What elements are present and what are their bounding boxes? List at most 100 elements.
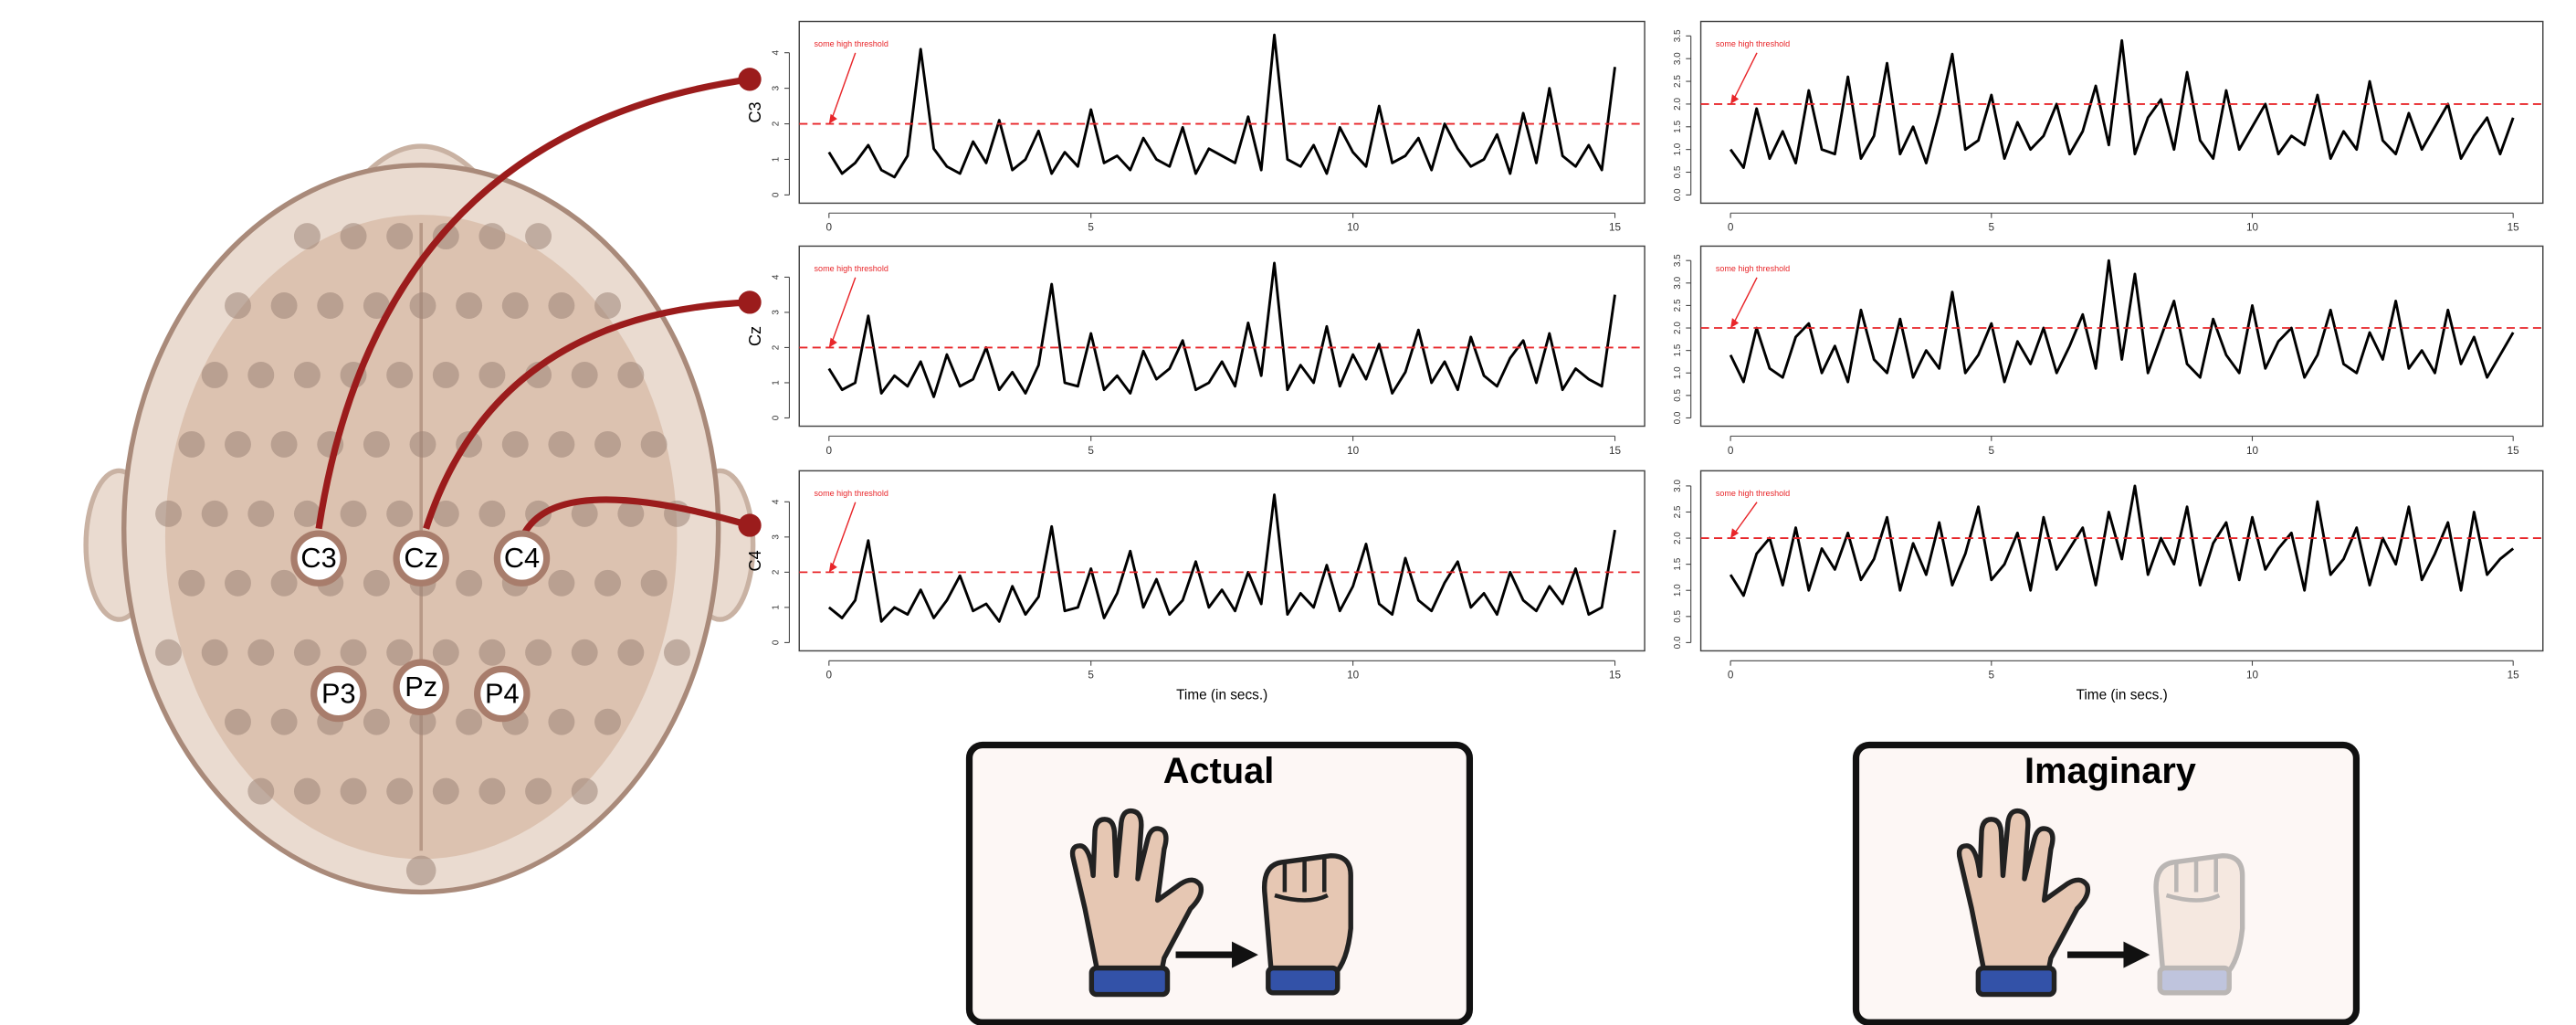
fist	[1265, 856, 1351, 993]
y-tick-label: 2.0	[1673, 98, 1683, 111]
y-tick-label: 0.5	[1673, 609, 1683, 622]
x-tick-label: 15	[2508, 222, 2520, 234]
y-tick-label: 2.0	[1673, 532, 1683, 544]
plot-frame	[799, 470, 1645, 650]
x-tick-label: 5	[1088, 670, 1094, 682]
electrode-dot	[594, 709, 621, 735]
x-tick-label: 5	[1989, 445, 1995, 457]
panel-title: Actual	[1163, 751, 1275, 791]
y-tick-label: 0.0	[1673, 188, 1683, 201]
electrode-dot	[202, 501, 228, 527]
electrode-dot	[178, 431, 205, 458]
y-tick-label: 3.5	[1673, 29, 1683, 42]
electrode-dot	[456, 709, 482, 735]
cuff	[1268, 968, 1338, 993]
annotation-arrow	[831, 502, 856, 571]
threshold-annotation: some high threshold	[1716, 264, 1790, 273]
x-tick-label: 10	[2246, 222, 2259, 234]
y-tick-label: 1.0	[1673, 584, 1683, 597]
y-tick-label: 0	[772, 415, 782, 420]
electrode-dot	[572, 639, 598, 666]
x-tick-label: 0	[1728, 222, 1734, 234]
y-tick-label: 2.5	[1673, 75, 1683, 88]
electrode-label: C4	[504, 542, 540, 574]
y-tick-label: 0	[772, 192, 782, 197]
y-tick-label: 2.5	[1673, 299, 1683, 312]
link-dot	[738, 513, 761, 536]
plot-frame	[799, 22, 1645, 204]
electrode-dot	[341, 639, 367, 666]
y-axis-label: Cz	[746, 326, 764, 346]
y-tick-label: 2.5	[1673, 505, 1683, 518]
threshold-annotation: some high threshold	[1716, 489, 1790, 498]
figure: C3CzC4P3PzP4 05101501234C3some high thre…	[0, 0, 2576, 1025]
electrode-dot	[478, 778, 505, 805]
x-tick-label: 10	[1347, 445, 1360, 457]
signal-line	[1730, 260, 2513, 382]
y-tick-label: 1.0	[1673, 143, 1683, 155]
electrode-dot	[225, 431, 251, 458]
electrode-dot	[155, 501, 182, 527]
electrode-dot	[456, 292, 482, 319]
electrode-dot	[525, 778, 552, 805]
electrode-dot	[478, 223, 505, 249]
electrode-dot	[271, 292, 298, 319]
y-tick-label: 4	[772, 49, 782, 55]
electrode-dot	[247, 501, 274, 527]
electrode-dot	[548, 431, 574, 458]
electrode-dot	[202, 639, 228, 666]
electrode-dot	[548, 709, 574, 735]
electrode-dot	[641, 431, 668, 458]
y-tick-label: 3	[772, 85, 782, 90]
electrode-dot	[406, 856, 436, 886]
electrode-dot	[478, 501, 505, 527]
electrode-dot	[386, 501, 413, 527]
electrode-dot	[363, 431, 390, 458]
cuff	[2160, 968, 2229, 993]
y-tick-label: 0	[772, 639, 782, 645]
annotation-arrow	[1732, 278, 1757, 326]
y-tick-label: 1	[772, 380, 782, 386]
electrode-dot	[271, 570, 298, 597]
electrode-dot	[386, 778, 413, 805]
x-tick-label: 15	[1609, 445, 1622, 457]
electrode-dot	[617, 362, 644, 388]
electrode-dot	[155, 639, 182, 666]
y-tick-label: 2	[772, 121, 782, 126]
y-tick-label: 1.0	[1673, 366, 1683, 379]
link-dot	[738, 291, 761, 313]
electrode-dot	[617, 639, 644, 666]
y-tick-label: 2	[772, 569, 782, 575]
hand	[2156, 856, 2243, 975]
signal-line	[829, 495, 1615, 622]
electrode-dot	[363, 709, 390, 735]
x-tick-label: 0	[826, 222, 833, 234]
threshold-annotation: some high threshold	[815, 264, 888, 273]
electrode-dot	[294, 778, 321, 805]
electrode-dot	[386, 639, 413, 666]
electrode-dot	[594, 431, 621, 458]
electrode-label: C3	[300, 542, 336, 574]
electrode-label: Pz	[405, 671, 437, 703]
electrode-dot	[502, 431, 529, 458]
plot-frame	[1701, 470, 2543, 650]
signal-line	[1730, 486, 2513, 596]
electrode-dot	[178, 570, 205, 597]
electrode-dot	[478, 362, 505, 388]
x-tick-label: 0	[1728, 445, 1734, 457]
y-tick-label: 1.5	[1673, 557, 1683, 570]
electrode-dot	[341, 223, 367, 249]
y-tick-label: 0.5	[1673, 388, 1683, 401]
y-tick-label: 3	[772, 534, 782, 540]
x-tick-label: 15	[2508, 445, 2520, 457]
x-axis-label: Time (in secs.)	[1176, 687, 1267, 703]
x-tick-label: 15	[1609, 670, 1622, 682]
electrode-dot	[247, 778, 274, 805]
y-tick-label: 1.5	[1673, 120, 1683, 132]
x-tick-label: 10	[1347, 670, 1360, 682]
electrode-dot	[456, 570, 482, 597]
y-tick-label: 1	[772, 605, 782, 610]
electrode-dot	[271, 709, 298, 735]
electrode-dot	[341, 501, 367, 527]
